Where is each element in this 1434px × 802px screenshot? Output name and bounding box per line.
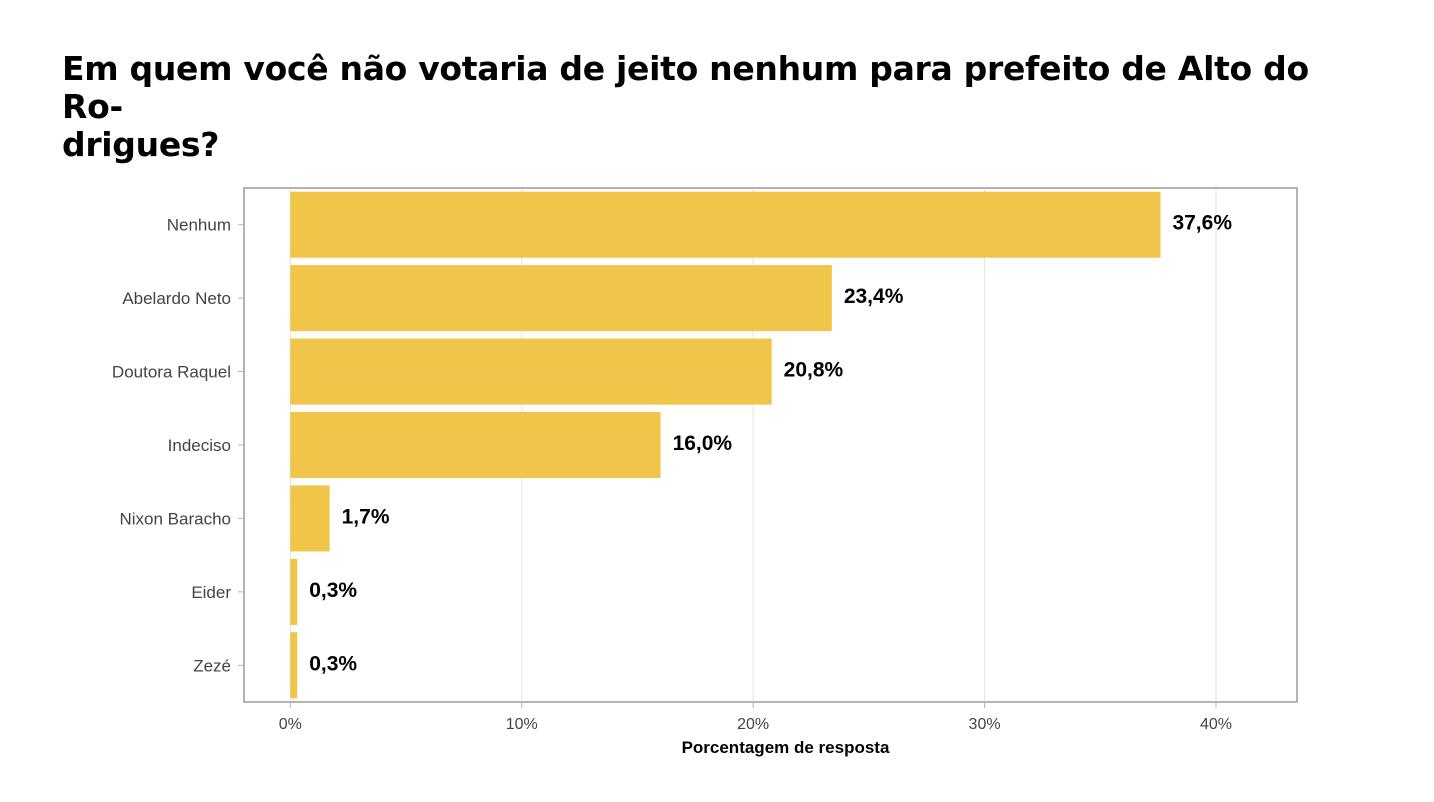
x-tick-label: 0% [279,716,302,733]
category-label: Doutora Raquel [112,363,231,382]
bar [290,632,298,699]
bar [290,191,1161,258]
category-labels: Nenhum Abelardo Neto Doutora Raquel Indecis… [112,216,244,675]
bar [290,265,832,332]
bar-value-label: 1,7% [342,505,390,528]
category-label: Indeciso [168,436,231,455]
x-ticks: 0% 10% 20% 30% 40% [279,702,1232,733]
bar-value-label: 20,8% [784,359,844,382]
category-label: Nixon Baracho [119,509,231,528]
chart-title-line-2: drigues? [62,125,220,164]
bar-value-label: 0,3% [309,652,357,675]
x-tick-label: 10% [506,716,538,733]
bar-value-label: 23,4% [844,285,904,308]
bar-value-label: 37,6% [1172,212,1232,235]
x-tick-label: 20% [737,716,769,733]
x-tick-label: 40% [1200,716,1232,733]
category-label: Eider [191,583,231,602]
bar-value-label: 0,3% [309,579,357,602]
category-label: Nenhum [167,216,231,235]
x-axis-label: Porcentagem de resposta [682,738,890,757]
category-label: Zezé [193,656,231,675]
chart-title-line-1: Em quem você não votaria de jeito nenhum… [62,49,1309,126]
plot-frame [243,187,1298,703]
value-labels: 37,6% 23,4% 20,8% 16,0% 1,7% 0,3% 0,3% [309,212,1232,676]
chart-title: Em quem você não votaria de jeito nenhum… [62,50,1352,164]
bar [290,411,661,479]
bars [290,191,1161,699]
bar [290,558,298,625]
category-label: Abelardo Neto [122,289,231,308]
bar [290,338,772,405]
bar-value-label: 16,0% [673,432,733,455]
bar [290,485,330,552]
x-tick-label: 30% [969,716,1001,733]
